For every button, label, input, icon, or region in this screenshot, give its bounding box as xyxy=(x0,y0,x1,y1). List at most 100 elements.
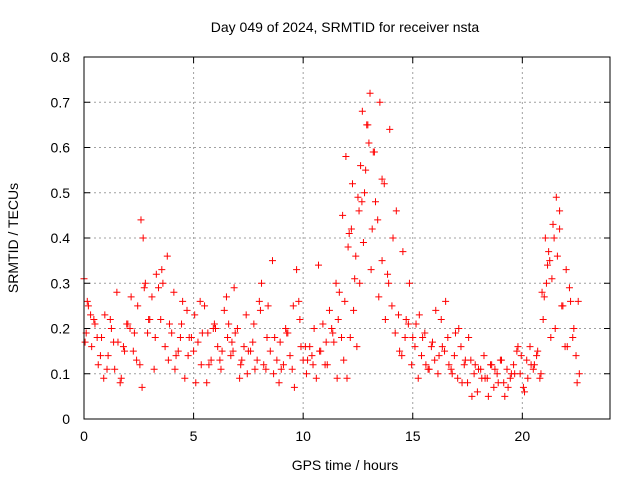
data-point xyxy=(478,374,486,382)
data-point xyxy=(116,379,124,387)
data-point xyxy=(88,343,96,351)
x-axis-label: GPS time / hours xyxy=(292,457,399,473)
data-point xyxy=(352,252,360,260)
data-point xyxy=(289,302,297,310)
data-point xyxy=(376,98,384,106)
y-tick-label: 0.4 xyxy=(51,230,71,246)
data-point xyxy=(185,334,193,342)
data-point xyxy=(212,325,219,332)
data-point xyxy=(386,125,394,133)
data-point xyxy=(172,352,180,360)
data-point xyxy=(358,107,366,115)
data-point xyxy=(346,334,354,342)
data-point xyxy=(334,315,342,323)
data-point xyxy=(549,220,557,228)
data-point xyxy=(103,365,111,373)
data-point xyxy=(231,329,239,337)
data-point xyxy=(503,365,511,373)
y-axis-tick-labels: 0 0.1 0.2 0.3 0.4 0.5 0.6 0.7 0.8 xyxy=(51,49,71,427)
data-point xyxy=(84,302,92,310)
data-point xyxy=(519,383,527,391)
data-point xyxy=(468,392,476,400)
data-point xyxy=(460,361,468,369)
data-point xyxy=(322,338,330,346)
data-point xyxy=(266,347,274,355)
data-point xyxy=(183,306,191,314)
x-tick-label: 0 xyxy=(80,428,88,444)
x-tick-label: 15 xyxy=(405,428,421,444)
data-point xyxy=(556,225,564,233)
data-point xyxy=(454,374,462,382)
data-point xyxy=(216,356,224,364)
data-point xyxy=(277,365,285,373)
data-point xyxy=(396,347,404,355)
data-point xyxy=(409,334,417,342)
data-point xyxy=(81,338,89,346)
data-point xyxy=(451,329,459,337)
data-point xyxy=(338,334,346,342)
data-point xyxy=(574,297,582,305)
data-point xyxy=(171,365,179,373)
data-point xyxy=(96,352,104,360)
data-point xyxy=(563,343,571,351)
data-point xyxy=(378,175,386,183)
data-point xyxy=(442,297,450,305)
data-point xyxy=(411,343,419,351)
data-point xyxy=(569,334,577,342)
data-point xyxy=(133,356,141,364)
x-axis-tick-labels: 0 5 10 15 20 xyxy=(80,428,530,444)
data-point xyxy=(138,383,146,391)
data-point xyxy=(432,306,440,314)
data-point xyxy=(562,266,570,274)
data-point xyxy=(140,284,148,292)
data-point xyxy=(447,365,455,373)
data-point xyxy=(113,288,121,296)
data-point xyxy=(222,293,230,301)
data-point xyxy=(457,343,465,351)
data-point xyxy=(498,356,506,364)
data-point xyxy=(218,347,226,355)
data-point xyxy=(164,356,172,364)
data-point xyxy=(473,388,481,396)
data-point xyxy=(137,216,145,224)
data-point xyxy=(106,315,114,323)
data-point xyxy=(197,361,205,369)
data-point xyxy=(233,325,241,332)
data-point xyxy=(364,121,372,129)
data-point xyxy=(351,275,359,283)
data-point xyxy=(157,315,165,323)
data-point xyxy=(524,374,532,382)
data-point xyxy=(210,320,218,328)
data-point xyxy=(542,279,550,287)
data-point xyxy=(170,288,178,296)
y-tick-label: 0.3 xyxy=(51,275,71,291)
data-point xyxy=(282,325,290,332)
y-tick-label: 0.2 xyxy=(51,321,71,337)
data-point xyxy=(444,334,452,342)
data-point xyxy=(315,261,323,269)
data-point xyxy=(491,365,499,373)
data-point xyxy=(368,225,376,233)
data-point xyxy=(370,148,378,156)
data-point xyxy=(513,347,521,355)
data-point xyxy=(350,306,358,314)
data-point xyxy=(251,365,259,373)
data-point xyxy=(220,306,228,314)
data-point xyxy=(110,338,118,346)
data-point xyxy=(190,347,198,355)
data-point xyxy=(355,207,363,215)
data-point xyxy=(401,334,409,342)
data-point xyxy=(217,365,225,373)
y-tick-label: 0.5 xyxy=(51,185,71,201)
data-point xyxy=(539,315,547,323)
data-point xyxy=(312,374,320,382)
y-tick-label: 0.6 xyxy=(51,140,71,156)
data-point xyxy=(530,361,538,369)
data-point xyxy=(402,315,410,323)
data-point xyxy=(91,320,99,328)
x-tick-label: 10 xyxy=(295,428,311,444)
data-point xyxy=(342,153,350,161)
data-point xyxy=(427,343,435,351)
data-point xyxy=(207,356,215,364)
